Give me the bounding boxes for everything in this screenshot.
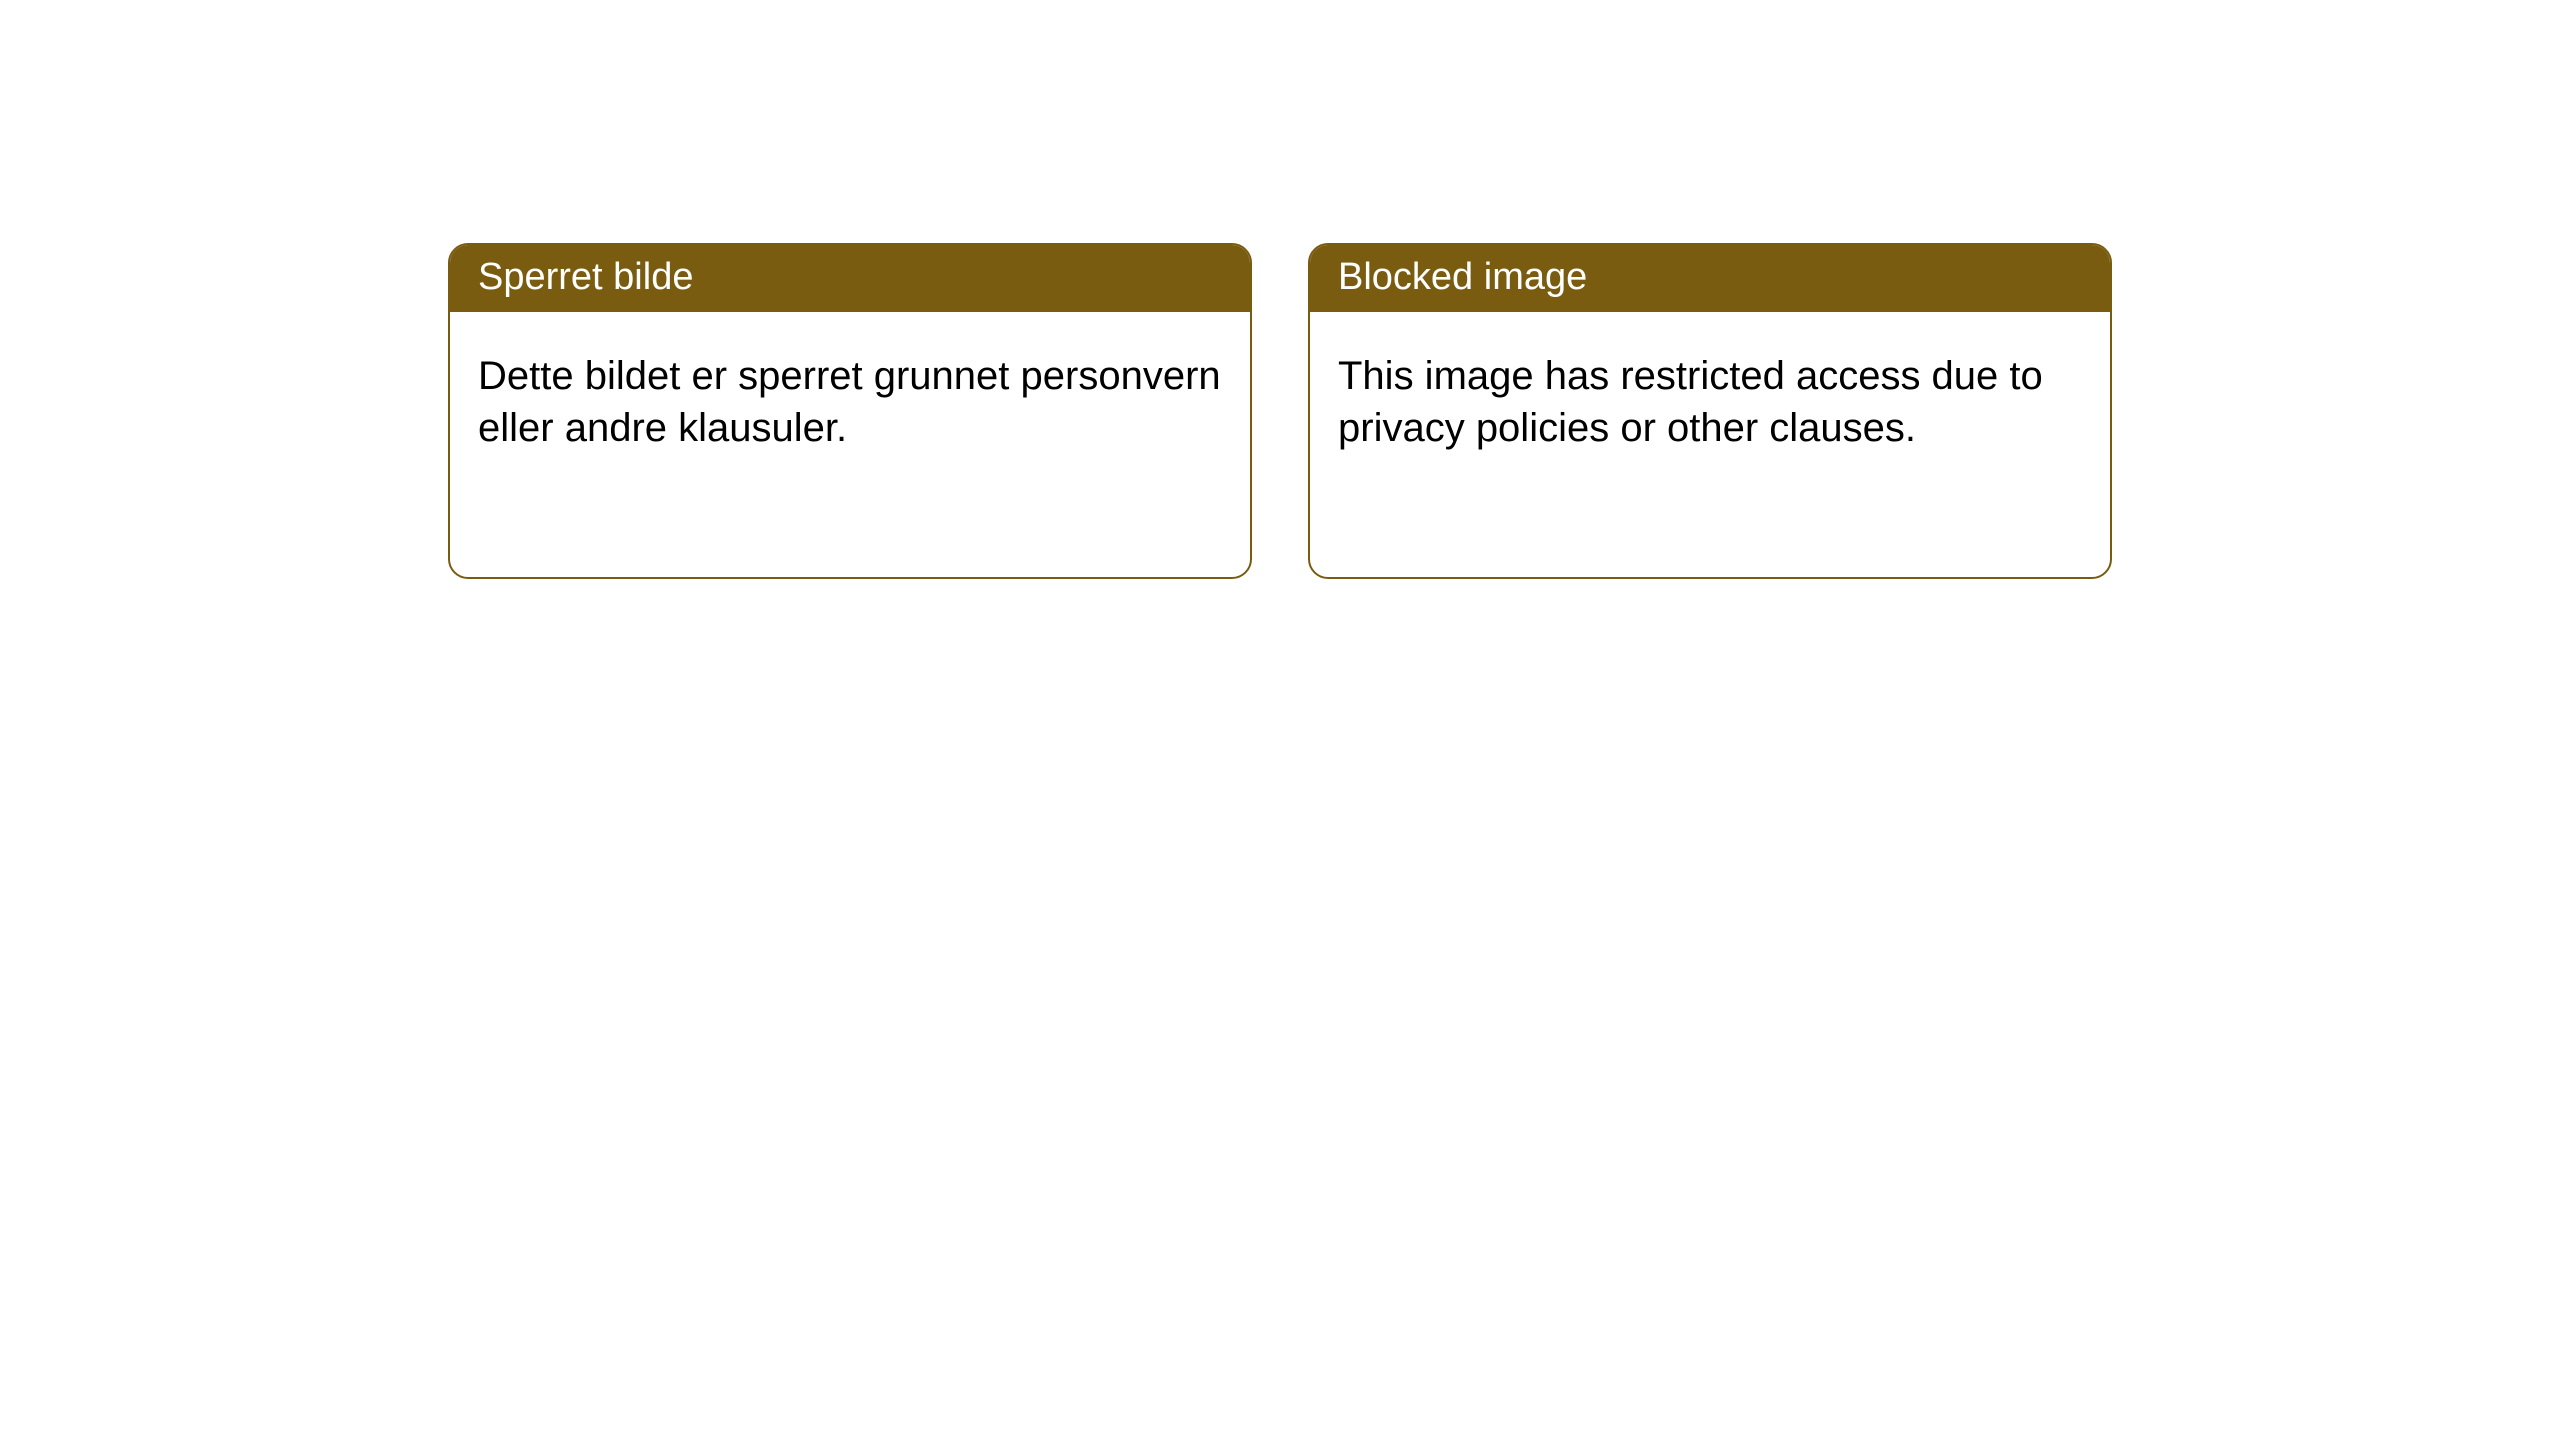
notice-container: Sperret bilde Dette bildet er sperret gr… bbox=[0, 0, 2560, 579]
notice-body: This image has restricted access due to … bbox=[1310, 312, 2110, 482]
notice-body: Dette bildet er sperret grunnet personve… bbox=[450, 312, 1250, 482]
notice-header: Sperret bilde bbox=[450, 245, 1250, 312]
notice-header: Blocked image bbox=[1310, 245, 2110, 312]
notice-card-english: Blocked image This image has restricted … bbox=[1308, 243, 2112, 579]
notice-card-norwegian: Sperret bilde Dette bildet er sperret gr… bbox=[448, 243, 1252, 579]
